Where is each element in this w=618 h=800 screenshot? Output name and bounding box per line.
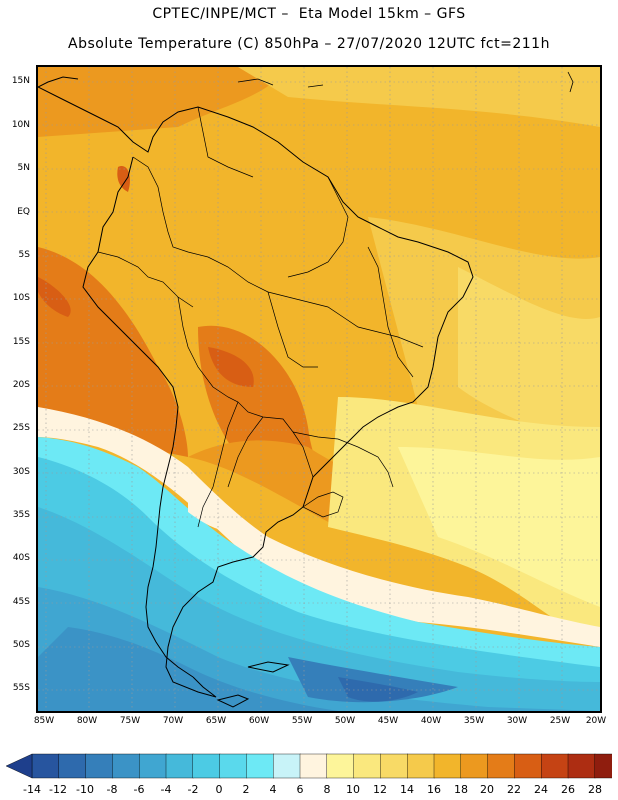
lat-label: 45S [12,597,30,607]
colorbar-cell [541,753,569,779]
colorbar-cell [273,753,301,779]
lat-label: 5N [17,163,30,173]
caribbean-islands [237,71,574,93]
colorbar-cell [460,753,489,779]
lat-label: 35S [12,510,30,520]
temperature-map [36,65,602,713]
colorbar-cell [246,753,274,779]
lat-label: 55S [12,683,30,693]
colorbar-label: 10 [346,783,360,796]
colorbar-label: -12 [49,783,67,796]
lon-label: 85W [33,716,55,726]
lon-label: 45W [377,716,399,726]
lat-label: 20S [12,380,30,390]
lat-label: 30S [12,467,30,477]
colorbar-cell [299,753,328,779]
lon-label: 40W [420,716,442,726]
colorbar-cell [353,753,382,779]
colorbar-label: 26 [561,783,575,796]
colorbar-label: -10 [76,783,94,796]
lat-label: 25S [12,423,30,433]
colorbar-cell [219,753,248,779]
coastline-south-america [38,76,474,708]
colorbar-cell [31,753,60,779]
colorbar-cell [165,753,194,779]
colorbar-cell [58,753,87,779]
lat-label: 10N [11,120,30,130]
colorbar-label: 20 [480,783,494,796]
map-subtitle: Absolute Temperature (C) 850hPa – 27/07/… [68,36,550,52]
colorbar-label: -14 [23,783,41,796]
lat-label: EQ [17,207,30,217]
colorbar-label: 24 [534,783,548,796]
lon-label: 65W [205,716,227,726]
lon-label: 75W [119,716,141,726]
colorbar-cell [138,753,167,779]
colorbar-cell [112,753,140,779]
colorbar-label: 14 [400,783,414,796]
lon-label: 50W [334,716,356,726]
colorbar-cell [407,753,435,779]
colorbar-min-arrow [6,753,33,779]
lat-label: 50S [12,640,30,650]
colorbar-label: 12 [373,783,387,796]
lat-label: 40S [12,553,30,563]
colorbar-cell [380,753,408,779]
colorbar-cell [85,753,114,779]
colorbar-label: 2 [242,783,250,796]
lat-label: 15N [11,76,30,86]
lon-label: 55W [291,716,313,726]
lat-label: 15S [12,337,30,347]
colorbar-cell [433,753,462,779]
colorbar-cell [326,753,355,779]
lat-label: 10S [12,293,30,303]
colorbar-label: 16 [427,783,441,796]
colorbar-cell [594,753,612,779]
colorbar-label: 4 [269,783,277,796]
lon-label: 70W [162,716,184,726]
lon-label: 20W [585,716,607,726]
colorbar-label: -4 [160,783,172,796]
colorbar-label: 22 [507,783,521,796]
temperature-field [38,67,600,711]
colorbar-label: 28 [588,783,602,796]
colorbar-label: 8 [323,783,331,796]
lon-label: 25W [549,716,571,726]
country-borders [97,106,424,528]
lon-label: 30W [506,716,528,726]
colorbar-label: 6 [296,783,304,796]
colorbar-label: 0 [215,783,223,796]
map-graticule [38,67,600,711]
colorbar-cell [487,753,516,779]
colorbar-label: -8 [106,783,118,796]
lat-label: 5S [18,250,30,260]
lon-label: 80W [76,716,98,726]
colorbar-label: -2 [187,783,199,796]
lon-label: 60W [248,716,270,726]
colorbar-cell [192,753,221,779]
colorbar-cell [514,753,542,779]
lon-label: 35W [463,716,485,726]
map-title: CPTEC/INPE/MCT – Eta Model 15km – GFS [152,6,466,22]
colorbar-label: -6 [133,783,145,796]
temperature-colorbar [6,753,612,779]
colorbar-label: 18 [454,783,468,796]
colorbar-cell [567,753,596,779]
